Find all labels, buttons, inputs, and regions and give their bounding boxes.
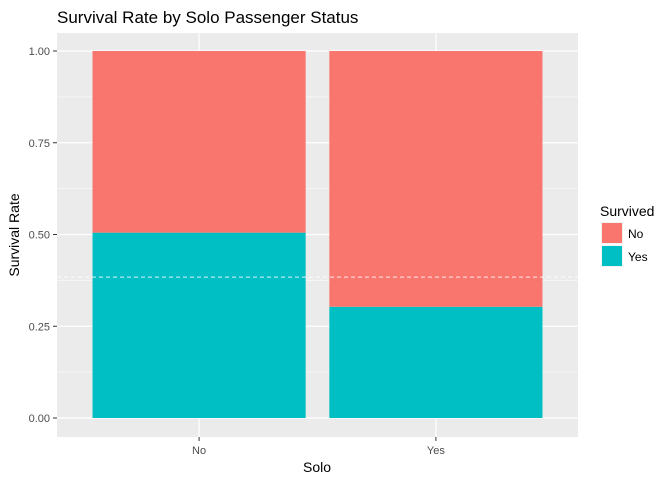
legend: Survived No Yes: [600, 203, 654, 267]
y-tick-label: 0.50: [29, 230, 50, 242]
x-axis: No Yes: [192, 437, 445, 457]
y-axis: 0.00 0.25 0.50 0.75 1.00: [29, 46, 57, 425]
bar-no-survived-yes: [92, 232, 306, 418]
y-tick-label: 0.00: [29, 413, 50, 425]
bar-no-survived-no: [92, 51, 306, 233]
legend-title: Survived: [600, 203, 654, 219]
y-tick-label: 0.75: [29, 138, 50, 150]
legend-label-no: No: [628, 227, 644, 241]
y-tick-label: 1.00: [29, 46, 50, 58]
bar-yes-survived-yes: [329, 306, 543, 418]
bar-yes-survived-no: [329, 51, 543, 307]
x-tick-label: No: [192, 445, 206, 457]
x-axis-title: Solo: [303, 459, 331, 475]
chart-title: Survival Rate by Solo Passenger Status: [57, 8, 358, 27]
legend-label-yes: Yes: [628, 250, 648, 264]
bars: [92, 51, 543, 418]
legend-key-yes: [602, 246, 622, 266]
y-axis-title: Survival Rate: [6, 193, 22, 276]
y-tick-label: 0.25: [29, 321, 50, 333]
x-tick-label: Yes: [427, 445, 445, 457]
legend-key-no: [602, 223, 622, 243]
